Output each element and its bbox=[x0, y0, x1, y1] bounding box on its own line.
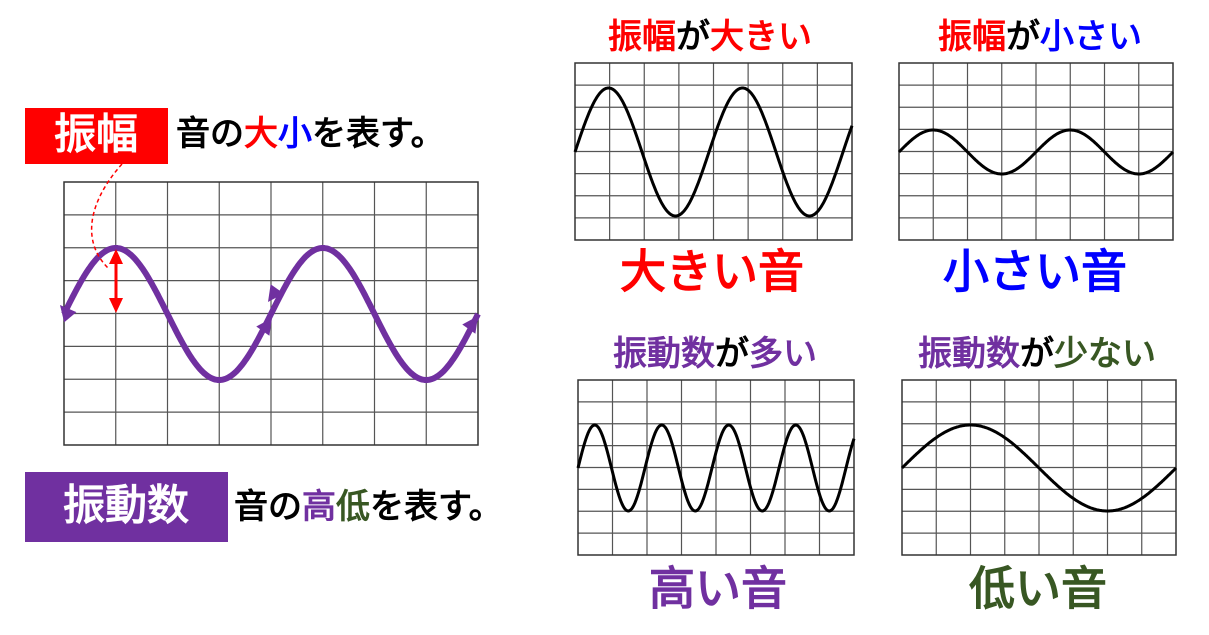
panel-caption: 大きい音 bbox=[620, 245, 804, 299]
frequency-label: 振動数 bbox=[63, 481, 189, 530]
text: 多い bbox=[749, 334, 817, 374]
wave-arrow bbox=[462, 316, 478, 334]
wave bbox=[900, 423, 1178, 513]
amplitude-desc: 音の大小を表す。 bbox=[176, 114, 445, 154]
text: 音の bbox=[176, 114, 244, 154]
text: が bbox=[1006, 17, 1040, 57]
text: 高 bbox=[302, 487, 336, 527]
amplitude-box bbox=[25, 108, 168, 164]
panel-caption: 低い音 bbox=[969, 562, 1107, 616]
panel-heading: 振動数が少ない bbox=[918, 334, 1156, 374]
wave-arrow bbox=[256, 318, 272, 336]
text: 小さい bbox=[1040, 17, 1142, 57]
wave bbox=[573, 86, 854, 218]
grid bbox=[574, 62, 853, 241]
wave-arrow bbox=[268, 284, 284, 302]
panel-heading: 振幅が大きい bbox=[608, 17, 812, 57]
frequency-desc: 音の高低を表す。 bbox=[234, 487, 503, 527]
text: が bbox=[715, 334, 749, 374]
wave bbox=[61, 245, 481, 383]
text: 低 bbox=[336, 487, 370, 527]
arrow-head bbox=[109, 298, 123, 313]
grid bbox=[577, 379, 855, 556]
panel-heading: 振動数が多い bbox=[613, 334, 817, 374]
text: を表す。 bbox=[370, 487, 503, 527]
text: を表す。 bbox=[312, 114, 445, 154]
text: 少ない bbox=[1054, 334, 1156, 374]
text: 大きい bbox=[710, 17, 812, 57]
panel-caption: 小さい音 bbox=[943, 245, 1127, 299]
panel-heading: 振幅が小さい bbox=[938, 17, 1142, 57]
text: が bbox=[676, 17, 710, 57]
panel-caption: 高い音 bbox=[649, 562, 787, 616]
frequency-box bbox=[25, 472, 228, 542]
amplitude-leader bbox=[90, 163, 123, 269]
wave bbox=[576, 423, 856, 513]
text: 振動数 bbox=[613, 334, 715, 374]
text: 音の bbox=[234, 487, 302, 527]
text: 振幅 bbox=[608, 17, 676, 57]
text: 振幅 bbox=[938, 17, 1006, 57]
wave-arrow bbox=[60, 305, 77, 323]
amplitude-label: 振幅 bbox=[54, 110, 138, 159]
text: が bbox=[1020, 334, 1054, 374]
text: 小 bbox=[278, 114, 312, 154]
text: 大 bbox=[244, 114, 278, 154]
wave bbox=[897, 128, 1175, 176]
arrow-head bbox=[109, 249, 123, 264]
text: 振動数 bbox=[918, 334, 1020, 374]
